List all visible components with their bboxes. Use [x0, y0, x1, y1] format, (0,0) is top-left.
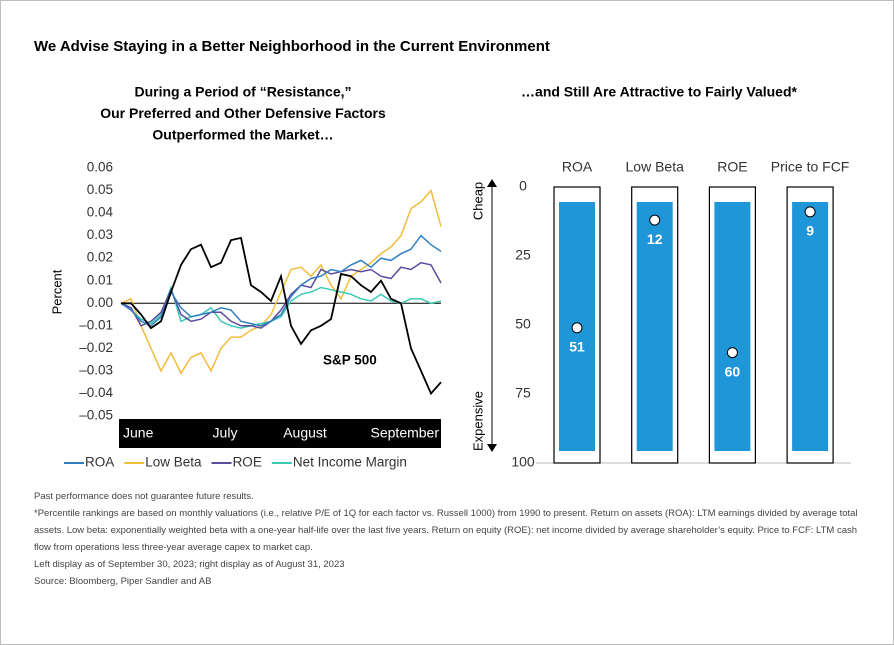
- series-line: [120, 234, 442, 327]
- legend-label: ROA: [85, 455, 114, 470]
- x-tick-label: June: [123, 425, 154, 441]
- x-tick-label: Low Beta: [626, 159, 685, 175]
- charts: We Advise Staying in a Better Neighborho…: [34, 38, 851, 470]
- y-tick-label: 0.00: [87, 295, 113, 310]
- x-tick-label: ROA: [562, 159, 593, 175]
- column-frame: [786, 186, 834, 464]
- chart-subtitle: During a Period of “Resistance,”: [134, 84, 351, 100]
- dot: [804, 206, 816, 218]
- arrow-head: [487, 179, 497, 187]
- dot: [571, 322, 583, 334]
- note: Past performance does not guarantee futu…: [34, 491, 254, 502]
- column-frame: [631, 186, 679, 464]
- note: Left display as of September 30, 2023; r…: [34, 559, 345, 570]
- y-tick-label: 50: [515, 316, 531, 332]
- value-label: 51: [569, 338, 585, 354]
- legend-label: Low Beta: [145, 455, 202, 470]
- chart-subtitle: …and Still Are Attractive to Fairly Valu…: [521, 84, 797, 100]
- arrow-head: [487, 444, 497, 452]
- x-tick-label: July: [213, 425, 238, 441]
- x-axis-band: [119, 419, 441, 448]
- x-tick-label: August: [283, 425, 327, 441]
- y-tick-label: –0.04: [79, 385, 113, 400]
- page-title: We Advise Staying in a Better Neighborho…: [34, 38, 550, 55]
- series-line: [121, 236, 442, 396]
- x-tick-label: Price to FCF: [771, 159, 850, 175]
- y-tick-label: 25: [515, 247, 531, 263]
- dot: [649, 214, 661, 226]
- y-tick-label: 0.06: [87, 160, 113, 175]
- y-tick-label: 75: [515, 385, 531, 401]
- dot: [726, 347, 738, 359]
- column-band: [714, 202, 751, 451]
- y-axis-label: Expensive: [470, 391, 485, 451]
- y-tick-label: –0.03: [79, 362, 113, 377]
- series-line: [120, 188, 442, 375]
- column-band: [792, 202, 829, 451]
- value-label: 9: [806, 223, 814, 239]
- chart-subtitle: Outperformed the Market…: [152, 127, 333, 143]
- y-axis-label: Cheap: [470, 182, 485, 220]
- series-annotation: S&P 500: [323, 353, 377, 368]
- x-tick-label: September: [371, 425, 440, 441]
- y-tick-label: 0.03: [87, 227, 113, 242]
- column-band: [636, 202, 673, 451]
- y-tick-label: –0.01: [79, 317, 113, 332]
- x-tick-label: ROE: [717, 159, 747, 175]
- note: *Percentile rankings are based on monthl…: [34, 508, 858, 553]
- chart-subtitle: Our Preferred and Other Defensive Factor…: [100, 105, 386, 121]
- y-tick-label: –0.02: [79, 340, 113, 355]
- legend-label: ROE: [233, 455, 262, 470]
- y-tick-label: 0: [519, 178, 527, 194]
- y-tick-label: –0.05: [79, 408, 113, 423]
- y-tick-label: 0.01: [87, 272, 113, 287]
- y-tick-label: 0.04: [87, 205, 114, 220]
- legend-label: Net Income Margin: [293, 455, 407, 470]
- note: Source: Bloomberg, Piper Sandler and AB: [34, 576, 212, 587]
- y-tick-label: 0.02: [87, 250, 113, 265]
- value-label: 12: [647, 231, 663, 247]
- y-tick-label: 0.05: [87, 182, 113, 197]
- column-frame: [708, 186, 757, 464]
- y-tick-label: 100: [511, 454, 535, 470]
- column-frame: [553, 186, 601, 464]
- y-axis-label: Percent: [49, 269, 64, 314]
- value-label: 60: [725, 363, 741, 379]
